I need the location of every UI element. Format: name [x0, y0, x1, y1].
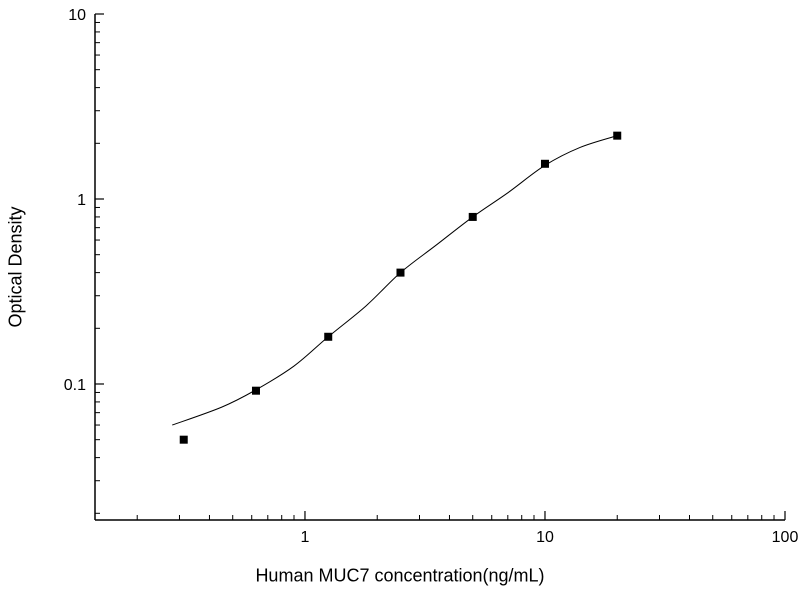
- y-tick-label: 0.1: [64, 377, 86, 394]
- data-point-marker: [468, 212, 477, 221]
- fit-curve: [172, 135, 618, 426]
- data-point-marker: [179, 435, 188, 444]
- x-tick-label: 100: [772, 529, 799, 546]
- y-axis-title: Optical Density: [5, 206, 26, 328]
- y-tick-label: 1: [77, 192, 86, 209]
- data-point-marker: [324, 332, 333, 341]
- data-point-marker: [540, 159, 549, 168]
- x-tick-label: 10: [536, 529, 554, 546]
- x-axis-title: Human MUC7 concentration(ng/mL): [255, 565, 545, 586]
- data-point-marker: [251, 386, 260, 395]
- data-point-marker: [396, 268, 405, 277]
- y-tick-label: 10: [68, 7, 86, 24]
- x-tick-label: 1: [301, 529, 310, 546]
- data-point-marker: [613, 131, 622, 140]
